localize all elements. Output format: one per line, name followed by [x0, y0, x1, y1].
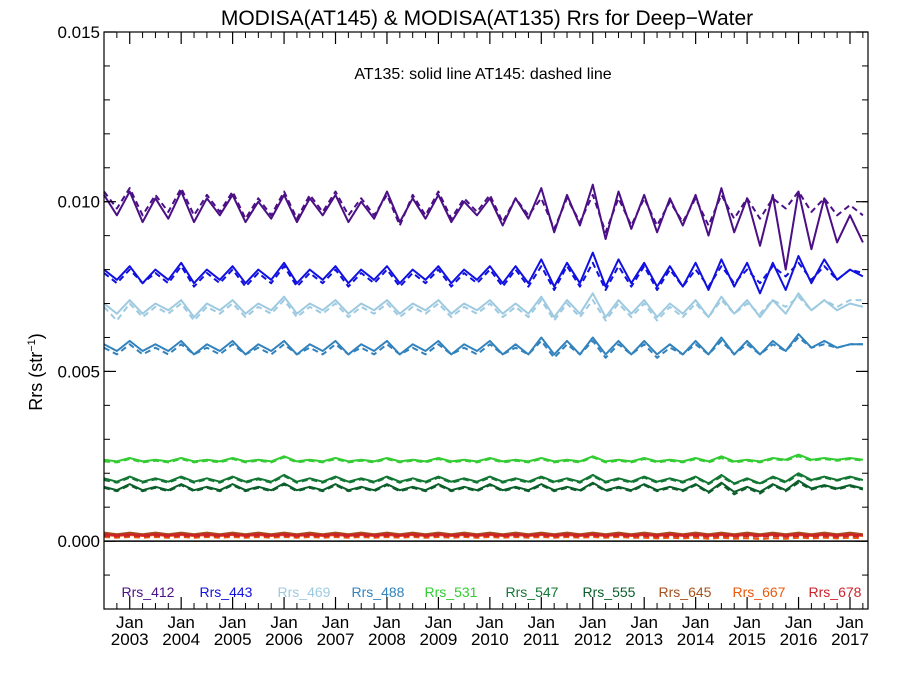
x-tick-label-year: 2007 — [317, 630, 355, 649]
x-tick-label-year: 2008 — [368, 630, 406, 649]
y-axis-label-close: ) — [26, 333, 46, 339]
y-tick-label: 0.005 — [57, 362, 100, 381]
x-tick-label-month: Jan — [425, 613, 452, 632]
y-axis-label: Rrs (str−1) — [26, 333, 46, 411]
line-style-annotation: AT135: solid line AT145: dashed line — [354, 66, 611, 83]
series-rrs-678-solid-line — [103, 533, 863, 537]
series-rrs-667-dashed-line — [103, 536, 863, 541]
x-tick-label-month: Jan — [579, 613, 606, 632]
x-tick-label-year: 2010 — [471, 630, 509, 649]
plot-frame — [103, 31, 869, 610]
series-rrs-443-solid-line — [103, 251, 864, 295]
x-tick-label-month: Jan — [836, 613, 863, 632]
x-tick-label-month: Jan — [167, 613, 194, 632]
chart-title: MODISA(AT145) & MODISA(AT135) Rrs for De… — [221, 7, 753, 30]
x-tick-label-month: Jan — [116, 613, 143, 632]
x-tick-label-year: 2006 — [265, 630, 303, 649]
x-tick-label-month: Jan — [528, 613, 555, 632]
legend-entry-rrs-678: Rrs_678 — [809, 584, 862, 600]
series-rrs-547-solid-line — [103, 472, 864, 485]
series-rrs-488-dashed-line — [103, 336, 863, 359]
x-tick-label-year: 2005 — [214, 630, 252, 649]
legend-entry-rrs-469: Rrs_469 — [278, 584, 331, 600]
legend: Rrs_412 Rrs_443 Rrs_469 Rrs_488 Rrs_531 Rrs_5… — [122, 584, 862, 600]
x-tick-label-month: Jan — [219, 613, 246, 632]
series-rrs-678-dashed-line — [103, 534, 863, 538]
series-rrs-555-dashed-line — [103, 481, 864, 496]
x-tick-label-year: 2016 — [780, 630, 818, 649]
y-axis-label-main: Rrs (str — [26, 352, 46, 411]
x-tick-label-year: 2004 — [162, 630, 200, 649]
series-layer — [103, 183, 868, 542]
legend-entry-rrs-488: Rrs_488 — [352, 584, 405, 600]
x-tick-label-month: Jan — [630, 613, 657, 632]
y-axis-label-superscript: −1 — [26, 339, 38, 352]
x-tick-label-year: 2003 — [111, 630, 149, 649]
x-tick-label-month: Jan — [373, 613, 400, 632]
x-tick-label-year: 2013 — [625, 630, 663, 649]
x-tick-label-year: 2014 — [677, 630, 715, 649]
y-tick-label: 0.015 — [57, 23, 100, 42]
x-tick-label-year: 2017 — [831, 630, 869, 649]
x-tick-label-year: 2015 — [728, 630, 766, 649]
legend-entry-rrs-667: Rrs_667 — [733, 584, 786, 600]
x-tick-label-year: 2011 — [523, 630, 560, 649]
series-rrs-469-dashed-line — [103, 295, 863, 322]
x-tick-label-month: Jan — [476, 613, 503, 632]
x-tick-label-year: 2012 — [574, 630, 612, 649]
legend-entry-rrs-412: Rrs_412 — [122, 584, 175, 600]
series-rrs-469-solid-line — [103, 292, 864, 319]
legend-entry-rrs-443: Rrs_443 — [200, 584, 253, 600]
legend-entry-rrs-555: Rrs_555 — [583, 584, 636, 600]
series-rrs-443-dashed-line — [103, 261, 864, 291]
x-tick-label-month: Jan — [785, 613, 812, 632]
series-rrs-531-solid-line — [103, 453, 864, 463]
series-rrs-488-solid-line — [103, 333, 863, 356]
x-tick-label-month: Jan — [682, 613, 709, 632]
series-rrs-547-dashed-line — [103, 473, 864, 486]
legend-entry-rrs-547: Rrs_547 — [506, 584, 559, 600]
legend-entry-rrs-645: Rrs_645 — [659, 584, 712, 600]
y-tick-label: 0.000 — [57, 532, 100, 551]
x-tick-label-month: Jan — [270, 613, 297, 632]
y-tick-label: 0.010 — [57, 193, 100, 212]
series-rrs-412-dashed-line — [103, 187, 864, 234]
x-tick-label-year: 2009 — [419, 630, 457, 649]
x-tick-label-month: Jan — [322, 613, 349, 632]
x-tick-label-month: Jan — [733, 613, 760, 632]
series-rrs-412-solid-line — [103, 183, 864, 271]
legend-entry-rrs-531: Rrs_531 — [425, 584, 478, 600]
axes-layer: 0.0000.0050.0100.015Jan2003Jan2004Jan200… — [57, 23, 868, 649]
